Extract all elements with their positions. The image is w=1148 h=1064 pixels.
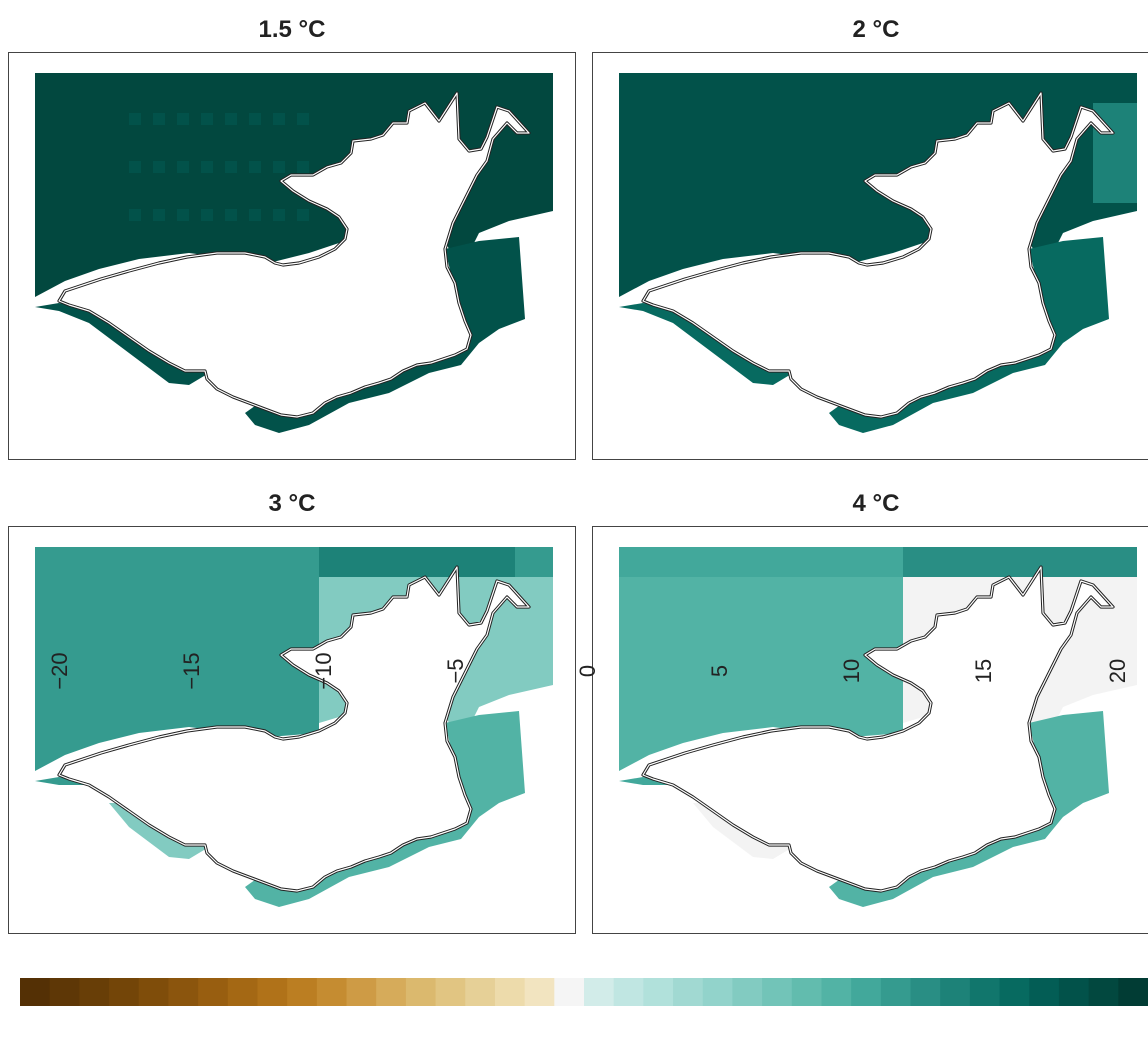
colorbar-swatch bbox=[969, 978, 1001, 1006]
map-cell bbox=[273, 209, 285, 221]
colorbar-swatch bbox=[20, 978, 51, 1006]
colorbar-swatch bbox=[554, 978, 585, 1006]
colorbar-swatch bbox=[376, 978, 407, 1006]
map-cell bbox=[129, 209, 141, 221]
panel-title-3: 3 °C bbox=[268, 490, 316, 517]
colorbar-swatch bbox=[880, 978, 912, 1006]
map-cell bbox=[153, 209, 165, 221]
coastline-inner bbox=[642, 92, 1114, 418]
map-cell bbox=[129, 161, 141, 173]
land-band-north-east bbox=[319, 547, 515, 577]
colorbar-swatch bbox=[49, 978, 80, 1006]
map-cell bbox=[249, 209, 261, 221]
colorbar-swatch bbox=[109, 978, 140, 1006]
map-svg-4 bbox=[619, 547, 1137, 907]
colorbar-swatch bbox=[1088, 978, 1119, 1006]
colorbar-swatch bbox=[584, 978, 615, 1006]
colorbar-swatch bbox=[257, 978, 288, 1006]
colorbar-swatch bbox=[227, 978, 259, 1006]
land-band-north-east bbox=[903, 547, 1137, 577]
land-band-north-corner bbox=[515, 547, 553, 577]
colorbar-swatch bbox=[287, 978, 318, 1006]
colorbar-swatch bbox=[851, 978, 882, 1006]
panel-title-2: 2 °C bbox=[852, 16, 900, 43]
map-cell bbox=[297, 209, 309, 221]
colorbar-swatch bbox=[1118, 978, 1148, 1006]
map-cell bbox=[201, 161, 213, 173]
coastline-inner bbox=[58, 92, 530, 418]
colorbar-tick-label: 5 bbox=[707, 664, 732, 678]
colorbar-swatch bbox=[613, 978, 644, 1006]
map-cell bbox=[177, 113, 189, 125]
map-svg-2 bbox=[619, 73, 1137, 433]
map-cell bbox=[249, 113, 261, 125]
land-band-north-west bbox=[619, 547, 903, 577]
map-panel-3 bbox=[8, 526, 576, 934]
map-panel-4 bbox=[592, 526, 1148, 934]
panel-title-1: 1.5 °C bbox=[258, 16, 326, 43]
colorbar-swatch bbox=[465, 978, 496, 1006]
colorbar-swatch bbox=[435, 978, 466, 1006]
colorbar-swatch bbox=[999, 978, 1030, 1006]
map-cell bbox=[225, 209, 237, 221]
colorbar-swatch bbox=[643, 978, 674, 1006]
map-svg-3 bbox=[35, 547, 553, 907]
colorbar-swatch bbox=[732, 978, 763, 1006]
colorbar-swatch bbox=[673, 978, 704, 1006]
panel-title-4: 4 °C bbox=[852, 490, 900, 517]
map-cell bbox=[297, 161, 309, 173]
map-cell bbox=[177, 161, 189, 173]
colorbar-tick-label: −5 bbox=[443, 658, 468, 684]
map-cell bbox=[153, 161, 165, 173]
map-cell bbox=[153, 113, 165, 125]
land-band-north-west bbox=[35, 547, 319, 577]
colorbar-swatch bbox=[940, 978, 971, 1006]
colorbar-swatch bbox=[316, 978, 348, 1006]
map-cell bbox=[273, 113, 285, 125]
colorbar-tick-label: 15 bbox=[971, 658, 996, 684]
colorbar-swatch bbox=[405, 978, 437, 1006]
coastline-inner bbox=[58, 566, 530, 892]
map-cell bbox=[225, 161, 237, 173]
map-cell bbox=[177, 209, 189, 221]
map-cell bbox=[201, 209, 213, 221]
colorbar-tick-label: −15 bbox=[179, 652, 204, 690]
colorbar-swatch bbox=[494, 978, 526, 1006]
land-region-west bbox=[619, 577, 903, 771]
colorbar-tick-label: 0 bbox=[575, 664, 600, 678]
colorbar-tick-label: 20 bbox=[1105, 658, 1130, 684]
colorbar-swatch bbox=[346, 978, 377, 1006]
map-panel-1 bbox=[8, 52, 576, 460]
coastline-inner bbox=[642, 566, 1114, 892]
colorbar bbox=[20, 978, 1148, 1006]
colorbar-swatch bbox=[524, 978, 555, 1006]
colorbar-swatch bbox=[791, 978, 823, 1006]
map-svg-1 bbox=[35, 73, 553, 433]
colorbar-swatch bbox=[138, 978, 170, 1006]
colorbar-swatch bbox=[1058, 978, 1090, 1006]
colorbar-swatch bbox=[198, 978, 229, 1006]
map-cell bbox=[129, 113, 141, 125]
colorbar-tick-label: 10 bbox=[839, 658, 864, 684]
colorbar-swatch bbox=[910, 978, 941, 1006]
colorbar-tick-label: −20 bbox=[47, 652, 72, 690]
map-panel-2 bbox=[592, 52, 1148, 460]
map-cell bbox=[201, 113, 213, 125]
colorbar-swatch bbox=[762, 978, 793, 1006]
colorbar-swatch bbox=[79, 978, 110, 1006]
map-cell bbox=[225, 113, 237, 125]
colorbar-swatch bbox=[821, 978, 852, 1006]
map-cell bbox=[297, 113, 309, 125]
map-cell bbox=[273, 161, 285, 173]
colorbar-tick-label: −10 bbox=[311, 652, 336, 690]
colorbar-swatch bbox=[1029, 978, 1060, 1006]
colorbar-swatch bbox=[168, 978, 199, 1006]
map-cell bbox=[249, 161, 261, 173]
land-region-west bbox=[35, 577, 319, 771]
colorbar-swatch bbox=[702, 978, 734, 1006]
